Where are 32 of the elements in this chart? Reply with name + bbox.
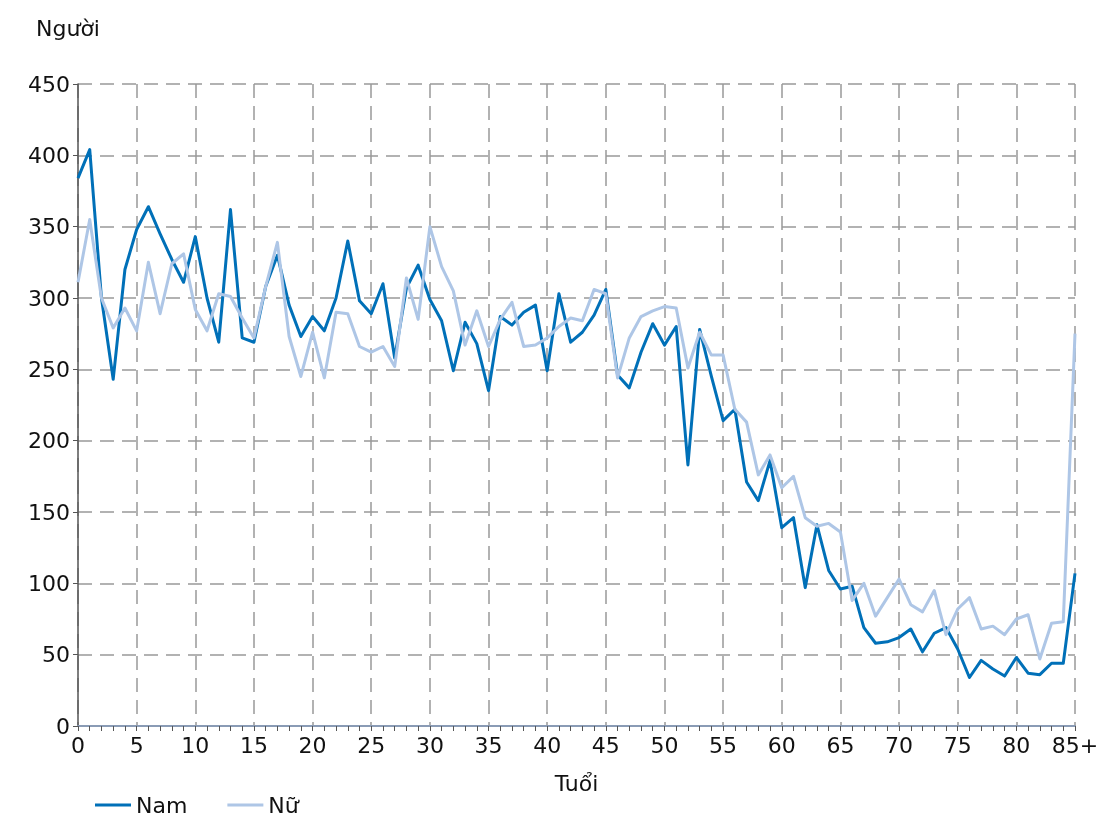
x-tick-label: 5 — [129, 732, 144, 758]
y-tick-label: 450 — [28, 71, 70, 97]
legend-label: Nam — [136, 792, 188, 818]
y-tick-label: 100 — [28, 570, 70, 596]
x-tick-label: 35 — [474, 732, 503, 758]
x-tick-label: 65 — [826, 732, 855, 758]
y-tick-label: 0 — [56, 713, 70, 739]
legend-label: Nữ — [268, 792, 300, 818]
x-tick-label: 80 — [1002, 732, 1031, 758]
x-tick-label: 40 — [533, 732, 562, 758]
x-tick-label: 10 — [181, 732, 210, 758]
x-tick-label: 70 — [885, 732, 914, 758]
x-tick-label: 60 — [767, 732, 796, 758]
y-axis-title: Người — [36, 15, 100, 41]
x-tick-label: 20 — [298, 732, 327, 758]
x-tick-label: 30 — [415, 732, 444, 758]
y-tick-label: 150 — [28, 499, 70, 525]
x-tick-label: 50 — [650, 732, 679, 758]
x-tick-label: 55 — [709, 732, 738, 758]
x-tick-label: 45 — [591, 732, 620, 758]
x-tick-label: 75 — [943, 732, 972, 758]
x-tick-label: 25 — [357, 732, 386, 758]
y-tick-label: 400 — [28, 142, 70, 168]
y-tick-label: 300 — [28, 285, 70, 311]
y-tick-label: 350 — [28, 214, 70, 240]
x-tick-label: 15 — [239, 732, 268, 758]
x-axis-title: Tuổi — [553, 770, 599, 796]
y-tick-label: 200 — [28, 428, 70, 454]
y-tick-label: 50 — [42, 642, 70, 668]
line-series — [76, 218, 1077, 661]
y-tick-label: 250 — [28, 356, 70, 382]
x-tick-label: 85+ — [1051, 732, 1099, 758]
